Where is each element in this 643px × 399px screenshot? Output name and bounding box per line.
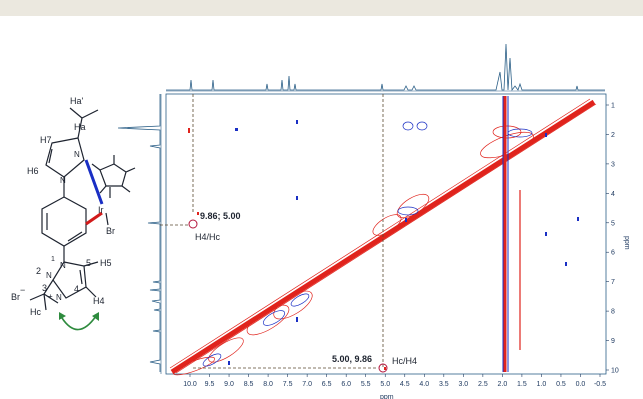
t1-noise-streak [502, 96, 521, 372]
label-ir: Ir [98, 205, 104, 215]
x-tick-label: 1.5 [517, 381, 527, 388]
noe-arrow-head-right [92, 312, 99, 321]
label-br-anion: Br [11, 292, 20, 302]
triazole-ring [52, 261, 87, 299]
x-tick-label: 0.5 [556, 381, 566, 388]
x-tick-label: 8.0 [263, 381, 273, 388]
y-tick-label: 6 [611, 250, 615, 257]
x-tick-label: 9.0 [224, 381, 234, 388]
y-axis-label: ppm [623, 236, 630, 250]
label-h5: H5 [100, 258, 112, 268]
noe-arrow-head-left [59, 312, 66, 320]
label-plus: + [48, 292, 53, 301]
ir-aryl-bond [85, 211, 103, 226]
x-axis-ticks: 10.0 9.5 9.0 8.5 8.0 7.5 7.0 6.5 6.0 5.5 5.0 4.5 4.0… [183, 374, 606, 388]
label-c4: 4 [74, 284, 79, 294]
annotation-pair-1: H4/Hc [195, 232, 221, 242]
label-n3: 3 [42, 283, 47, 293]
x-tick-label: -0.5 [594, 381, 606, 388]
x-tick-label: 2.0 [498, 381, 508, 388]
x-tick-label: 6.5 [322, 381, 332, 388]
label-h4: H4 [93, 296, 105, 306]
label-c5: 5 [86, 258, 91, 268]
crosspeak-circle-1 [188, 219, 198, 229]
x-tick-label: 4.0 [419, 381, 429, 388]
label-n-tri-top: N [60, 261, 66, 270]
annotation-coords-2: 5.00, 9.86 [332, 354, 372, 364]
cp-star-ring [99, 163, 127, 187]
y-tick-label: 3 [611, 161, 615, 168]
y-tick-label: 8 [611, 309, 615, 316]
label-ha-prime: Ha' [70, 96, 84, 106]
x-tick-label: 0.0 [576, 381, 586, 388]
y-tick-label: 9 [611, 338, 615, 345]
nmr-2d-spectrum-figure: Ha' Ha H7 H6 N N Ir Br 1 N 2 N 3 + N 5 H… [11, 43, 630, 399]
x-axis-label: ppm [380, 394, 394, 399]
benzene-ring [41, 196, 87, 247]
molecule-structure [29, 107, 136, 311]
top-projection-trace [166, 43, 605, 92]
cross-peaks [188, 120, 579, 370]
annotation-pair-2: Hc/H4 [392, 356, 417, 366]
y-tick-label: 4 [611, 191, 615, 198]
label-n-tri-mid: N [46, 271, 52, 280]
label-minus: − [20, 285, 25, 295]
label-n1: 1 [51, 256, 55, 263]
y-tick-label: 7 [611, 279, 615, 286]
x-tick-label: 5.0 [380, 381, 390, 388]
x-tick-label: 3.5 [439, 381, 449, 388]
x-tick-label: 7.0 [302, 381, 312, 388]
x-tick-label: 1.0 [537, 381, 547, 388]
label-hc: Hc [30, 307, 41, 317]
label-n-top: N [74, 150, 80, 159]
crosspeak-circle-2 [378, 363, 388, 373]
noe-arrow [61, 315, 97, 331]
left-projection [117, 94, 162, 374]
top-projection [166, 43, 605, 92]
label-n-tri-low: N [56, 293, 62, 302]
x-tick-label: 6.0 [341, 381, 351, 388]
label-ha: Ha [74, 122, 86, 132]
label-h7: H7 [40, 135, 52, 145]
x-tick-label: 8.5 [244, 381, 254, 388]
y-tick-label: 5 [611, 220, 615, 227]
x-tick-label: 4.5 [400, 381, 410, 388]
y-tick-label: 1 [611, 103, 615, 110]
imidazole-ring [45, 137, 85, 178]
left-projection-trace [117, 94, 161, 372]
x-tick-label: 2.5 [478, 381, 488, 388]
label-n-left: N [60, 176, 66, 185]
plot-frame [165, 93, 607, 375]
x-tick-label: 3.0 [458, 381, 468, 388]
ir-carbene-bond [84, 159, 104, 205]
negative-contours [202, 121, 533, 367]
top-banner [0, 0, 643, 16]
x-tick-label: 10.0 [183, 381, 197, 388]
y-tick-label: 2 [611, 132, 615, 139]
annotation-coords-1: 9.86; 5.00 [200, 211, 241, 221]
x-tick-label: 9.5 [205, 381, 215, 388]
guide-lines [160, 94, 384, 369]
label-br-ir: Br [106, 226, 115, 236]
label-h6: H6 [27, 166, 39, 176]
x-tick-label: 5.5 [361, 381, 371, 388]
label-n2: 2 [36, 266, 41, 276]
y-tick-label: 10 [611, 368, 619, 375]
y-axis-ticks: 1 2 3 4 5 6 7 8 9 10 [606, 103, 619, 375]
x-tick-label: 7.5 [283, 381, 293, 388]
